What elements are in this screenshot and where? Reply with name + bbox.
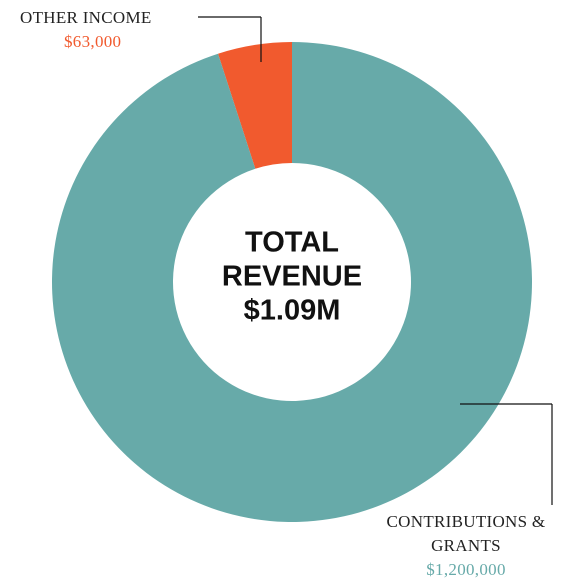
slice-label: OTHER INCOME $63,000 — [20, 6, 195, 54]
category-label: OTHER INCOME — [20, 8, 152, 27]
center-text: REVENUE — [222, 261, 362, 293]
category-label: CONTRIBUTIONS & GRANTS — [386, 512, 546, 555]
slice — [218, 42, 292, 169]
slices — [51, 42, 533, 522]
slice-label: CONTRIBUTIONS & GRANTS $1,200,000 — [372, 510, 560, 582]
center-text: TOTAL — [245, 227, 339, 259]
center-text: $1.09M — [244, 295, 341, 327]
value-label: $1,200,000 — [426, 560, 506, 579]
value-label: $63,000 — [64, 32, 122, 51]
slice — [51, 42, 533, 522]
